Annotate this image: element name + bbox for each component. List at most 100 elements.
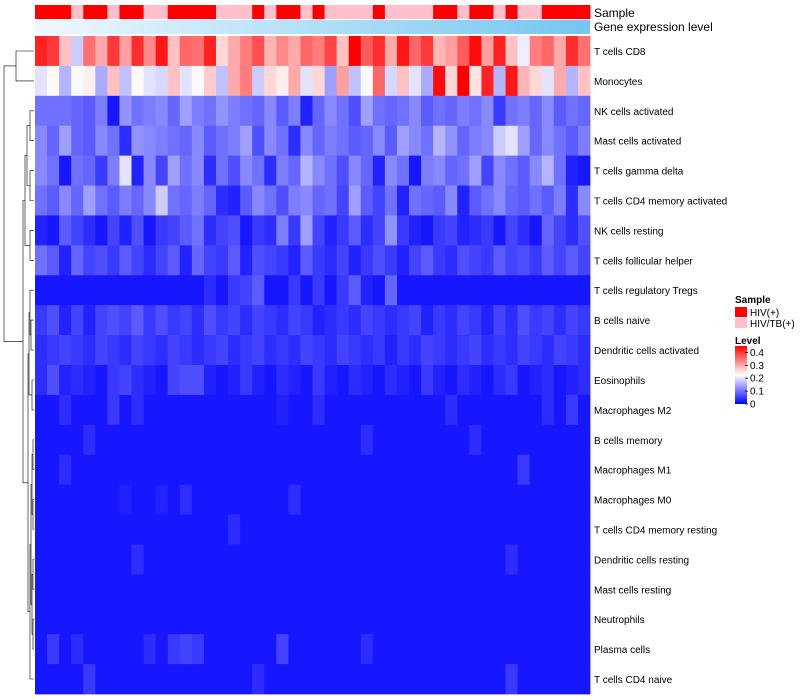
heatmap-cell-r12-c30 — [396, 394, 410, 426]
heatmap-cell-r7-c40 — [517, 245, 531, 276]
sample-anno-cell-35 — [457, 5, 470, 19]
heatmap-cell-r4-c34 — [445, 155, 458, 186]
heatmap-cell-r15-c21 — [288, 484, 301, 515]
heatmap-cell-r2-c3 — [71, 95, 84, 127]
heatmap-cell-r21-c11 — [167, 664, 181, 695]
heatmap-cell-r11-c12 — [179, 365, 193, 396]
heatmap-cell-r5-c17 — [240, 185, 253, 216]
heatmap-cell-r8-c37 — [481, 275, 494, 306]
heatmap-cell-r5-c42 — [541, 185, 555, 216]
heatmap-cell-r14-c24 — [324, 454, 338, 486]
heatmap-cell-r1-c24 — [324, 65, 338, 97]
heatmap-cell-r0-c10 — [155, 36, 169, 67]
heatmap-cell-r4-c32 — [421, 155, 434, 186]
heatmap-cell-r11-c4 — [83, 365, 96, 396]
heatmap-cell-r20-c13 — [191, 634, 205, 665]
heatmap-cell-r11-c33 — [433, 365, 446, 396]
heatmap-cell-r14-c35 — [457, 454, 470, 486]
heatmap-cell-r16-c40 — [517, 514, 531, 545]
heatmap-cell-r17-c38 — [493, 544, 506, 575]
heatmap-cell-r6-c8 — [131, 215, 144, 246]
heatmap-cell-r7-c25 — [336, 245, 350, 276]
heatmap-cell-r19-c15 — [215, 604, 229, 635]
heatmap-cell-r19-c43 — [553, 604, 567, 635]
heatmap-cell-r3-c5 — [95, 125, 108, 157]
heatmap-cell-r0-c43 — [553, 36, 567, 67]
sample-anno-cell-13 — [191, 5, 205, 19]
heatmap-cell-r9-c30 — [396, 305, 410, 336]
heatmap-cell-r6-c29 — [384, 215, 398, 246]
heatmap-cell-r21-c15 — [215, 664, 229, 695]
heatmap-cell-r1-c44 — [565, 65, 579, 97]
heatmap-cell-r3-c39 — [505, 125, 519, 157]
heatmap-cell-r11-c43 — [553, 365, 567, 396]
heatmap-cell-r1-c26 — [348, 65, 362, 97]
heatmap-cell-r4-c20 — [276, 155, 289, 186]
heatmap-cell-r16-c24 — [324, 514, 338, 545]
heatmap-cell-r19-c19 — [264, 604, 277, 635]
sample-annotation-bar — [35, 5, 591, 19]
heatmap-cell-r16-c28 — [372, 514, 386, 545]
heatmap-cell-r8-c15 — [215, 275, 229, 306]
heatmap-cell-r13-c41 — [529, 424, 543, 456]
sample-anno-cell-33 — [433, 5, 446, 19]
heatmap-cell-r20-c36 — [469, 634, 482, 665]
heatmap-cell-r10-c35 — [457, 335, 470, 366]
heatmap-cell-r7-c16 — [228, 245, 241, 276]
heatmap-cell-r10-c2 — [59, 335, 72, 366]
heatmap-cell-r5-c44 — [565, 185, 579, 216]
heatmap-cell-r14-c8 — [131, 454, 144, 486]
heatmap-cell-r11-c7 — [119, 365, 132, 396]
dendro-branch-19 — [22, 200, 28, 484]
heatmap-cell-r12-c7 — [119, 394, 132, 426]
heatmap-cell-r7-c1 — [47, 245, 60, 276]
heatmap-cell-r11-c28 — [372, 365, 386, 396]
heatmap-cell-r17-c45 — [577, 544, 591, 575]
heatmap-cell-r7-c18 — [252, 245, 265, 276]
heatmap-cell-r10-c18 — [252, 335, 265, 366]
heatmap-cell-r3-c7 — [119, 125, 132, 157]
heatmap-cell-r2-c33 — [433, 95, 446, 127]
heatmap-cell-r2-c11 — [167, 95, 181, 127]
heatmap-cell-r2-c9 — [143, 95, 157, 127]
heatmap-cell-r3-c18 — [252, 125, 265, 157]
heatmap-cell-r20-c29 — [384, 634, 398, 665]
heatmap-cell-r7-c9 — [143, 245, 157, 276]
heatmap-cell-r20-c8 — [131, 634, 144, 665]
heatmap-cell-r2-c37 — [481, 95, 494, 127]
heatmap-cell-r1-c14 — [203, 65, 217, 97]
heatmap-cell-r3-c11 — [167, 125, 181, 157]
heatmap-cell-r4-c40 — [517, 155, 531, 186]
heatmap-cell-r7-c20 — [276, 245, 289, 276]
heatmap-cell-r20-c44 — [565, 634, 579, 665]
heatmap-cell-r4-c8 — [131, 155, 144, 186]
heatmap-cell-r20-c33 — [433, 634, 446, 665]
heatmap-cell-r16-c5 — [95, 514, 108, 545]
heatmap-cell-r13-c3 — [71, 424, 84, 456]
heatmap-cell-r4-c16 — [228, 155, 241, 186]
heatmap-cell-r10-c42 — [541, 335, 555, 366]
heatmap-cell-r5-c2 — [59, 185, 72, 216]
heatmap-cell-r19-c22 — [300, 604, 313, 635]
heatmap-cell-r13-c33 — [433, 424, 446, 456]
heatmap-cell-r20-c4 — [83, 634, 96, 665]
heatmap-cell-r17-c32 — [421, 544, 434, 575]
heatmap-cell-r7-c31 — [409, 245, 422, 276]
heatmap-cell-r19-c14 — [203, 604, 217, 635]
heatmap-cell-r16-c41 — [529, 514, 543, 545]
heatmap-cell-r10-c5 — [95, 335, 108, 366]
heatmap-cell-r2-c42 — [541, 95, 555, 127]
heatmap-cell-r8-c29 — [384, 275, 398, 306]
heatmap-cell-r9-c43 — [553, 305, 567, 336]
heatmap-cell-r9-c27 — [360, 305, 374, 336]
heatmap-cell-r21-c26 — [348, 664, 362, 695]
heatmap-cell-r16-c33 — [433, 514, 446, 545]
heatmap-cell-r20-c40 — [517, 634, 531, 665]
sample-anno-cell-0 — [35, 5, 48, 19]
heatmap-cell-r10-c7 — [119, 335, 132, 366]
heatmap-cell-r20-c21 — [288, 634, 301, 665]
heatmap-cell-r15-c35 — [457, 484, 470, 515]
heatmap-cell-r18-c21 — [288, 574, 301, 605]
heatmap-cell-r11-c39 — [505, 365, 519, 396]
row-label-18: Mast cells resting — [594, 585, 671, 596]
